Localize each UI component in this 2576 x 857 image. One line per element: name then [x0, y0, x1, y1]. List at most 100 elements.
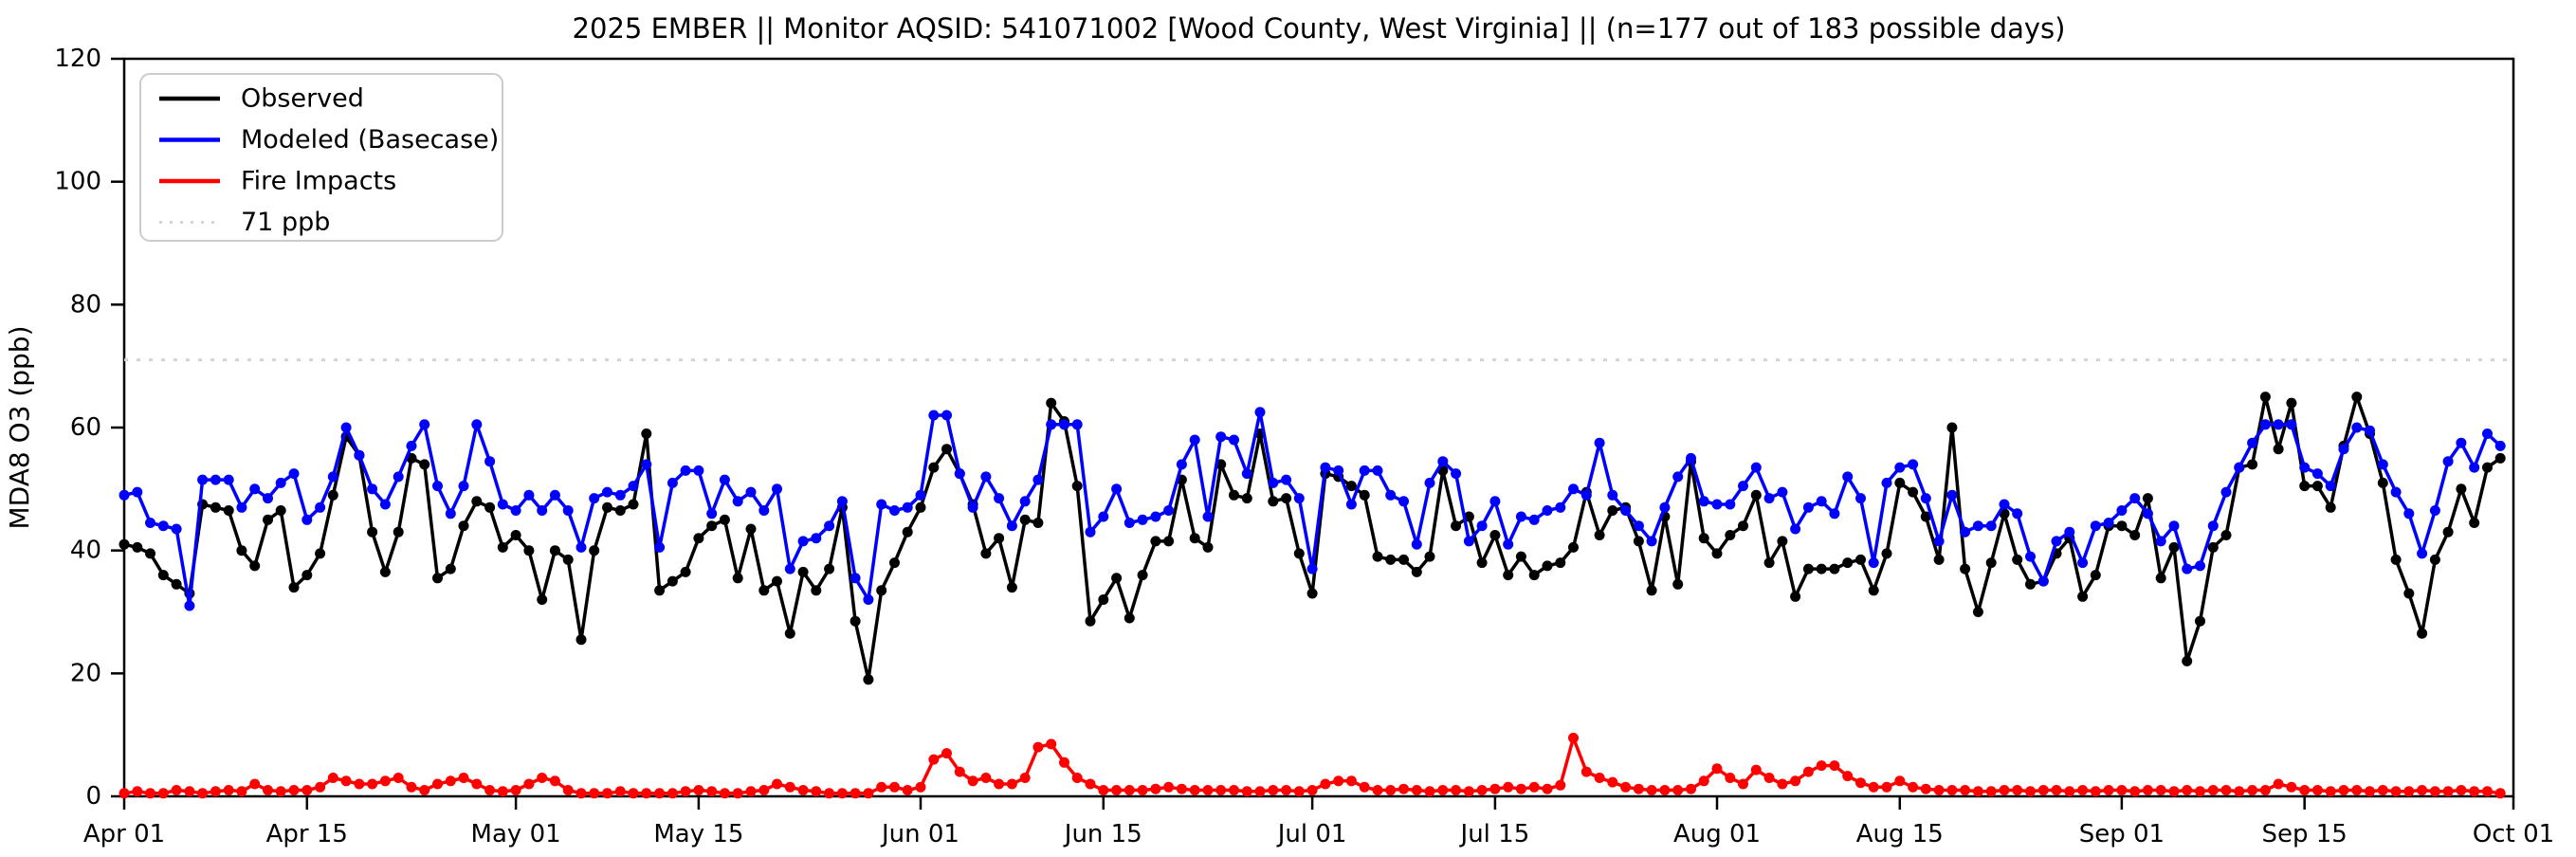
series-fire-impacts-marker — [2377, 785, 2388, 795]
series-fire-impacts-marker — [1763, 773, 1775, 783]
series-fire-impacts-marker — [523, 778, 535, 790]
series-fire-impacts-marker — [1594, 773, 1605, 783]
series-observed-marker — [1725, 530, 1736, 540]
series-modeled-basecase-marker — [1920, 493, 1931, 504]
series-modeled-basecase-marker — [2012, 508, 2023, 520]
series-fire-impacts-marker — [980, 773, 992, 783]
series-fire-impacts-marker — [1802, 766, 1814, 777]
series-modeled-basecase-marker — [589, 493, 600, 504]
series-observed-marker — [1985, 557, 1997, 569]
series-fire-impacts-marker — [2442, 786, 2454, 797]
series-modeled-basecase-marker — [641, 459, 652, 470]
series-modeled-basecase-marker — [1085, 526, 1096, 538]
series-fire-impacts-marker — [1268, 785, 1279, 795]
series-modeled-basecase-marker — [1777, 486, 1788, 498]
legend: Observed Modeled (Basecase) Fire Impacts 71… — [139, 73, 503, 242]
x-tick-label: Sep 15 — [2261, 820, 2347, 848]
series-modeled-basecase-marker — [1946, 489, 1958, 501]
series-fire-impacts-marker — [197, 788, 209, 799]
series-observed-marker — [2299, 481, 2311, 492]
series-modeled-basecase-marker — [811, 533, 822, 544]
series-modeled-basecase-marker — [2442, 456, 2454, 467]
series-fire-impacts-marker — [354, 778, 365, 790]
series-observed-marker — [1189, 533, 1200, 544]
series-modeled-basecase-marker — [863, 594, 874, 605]
series-observed-marker — [2390, 554, 2402, 565]
series-modeled-basecase-marker — [1306, 563, 1318, 574]
series-observed-marker — [1071, 481, 1083, 492]
series-observed-marker — [1711, 548, 1723, 559]
series-modeled-basecase-marker — [458, 481, 469, 492]
series-modeled-basecase-marker — [1829, 508, 1840, 520]
series-fire-impacts-marker — [2286, 781, 2297, 793]
series-modeled-basecase-marker — [2365, 425, 2375, 436]
series-fire-impacts-marker — [1071, 773, 1083, 783]
series-observed-marker — [772, 575, 782, 587]
series-modeled-basecase-marker — [1933, 536, 1945, 547]
series-fire-impacts-marker — [340, 775, 352, 787]
series-observed-marker — [1345, 481, 1357, 492]
series-observed-marker — [1229, 489, 1239, 501]
series-fire-impacts-marker — [836, 788, 848, 799]
series-observed-marker — [2025, 578, 2036, 590]
series-modeled-basecase-marker — [2390, 486, 2402, 498]
series-fire-impacts-marker — [824, 788, 835, 799]
series-modeled-basecase-marker — [1359, 465, 1370, 476]
series-modeled-basecase-marker — [1842, 471, 1854, 483]
series-modeled-basecase-marker — [301, 514, 313, 525]
series-modeled-basecase-marker — [2220, 486, 2232, 498]
series-modeled-basecase-marker — [471, 419, 483, 430]
series-modeled-basecase-marker — [1111, 483, 1123, 495]
series-modeled-basecase-marker — [2207, 520, 2219, 532]
series-fire-impacts-marker — [1972, 786, 1983, 797]
series-modeled-basecase-marker — [2494, 440, 2506, 451]
series-modeled-basecase-marker — [2299, 462, 2311, 473]
series-observed-marker — [1451, 520, 1462, 532]
series-fire-impacts-marker — [2234, 786, 2245, 797]
series-fire-impacts-marker — [797, 785, 809, 795]
series-observed-marker — [301, 570, 313, 581]
x-tick-label: Jul 01 — [1276, 820, 1347, 848]
series-modeled-basecase-marker — [1019, 496, 1031, 507]
series-modeled-basecase-marker — [2247, 437, 2258, 448]
series-modeled-basecase-marker — [654, 541, 666, 553]
series-observed-marker — [484, 501, 496, 513]
series-observed-marker — [915, 501, 926, 513]
series-observed-marker — [1372, 551, 1383, 562]
series-fire-impacts-marker — [1633, 783, 1644, 794]
series-modeled-basecase-marker — [510, 505, 521, 516]
series-fire-impacts-marker — [2403, 786, 2415, 797]
series-observed-marker — [157, 570, 169, 581]
series-modeled-basecase-marker — [1320, 462, 1331, 473]
series-observed-marker — [2482, 462, 2493, 473]
series-fire-impacts-marker — [184, 786, 195, 797]
series-modeled-basecase-marker — [1437, 456, 1449, 467]
series-observed-marker — [1137, 570, 1148, 581]
series-modeled-basecase-marker — [1098, 511, 1109, 522]
series-fire-impacts-marker — [419, 785, 430, 795]
series-modeled-basecase-marker — [980, 471, 992, 483]
series-observed-marker — [1738, 520, 1748, 532]
series-observed-marker — [745, 523, 757, 535]
series-observed-marker — [2168, 541, 2180, 553]
series-fire-impacts-marker — [628, 788, 639, 799]
series-fire-impacts-marker — [1528, 781, 1540, 793]
series-observed-marker — [641, 428, 652, 439]
series-fire-impacts-marker — [445, 775, 456, 787]
series-modeled-basecase-marker — [2429, 505, 2440, 516]
series-fire-impacts-marker — [994, 778, 1005, 790]
series-observed-marker — [523, 545, 535, 556]
series-fire-impacts-marker — [1398, 783, 1409, 794]
series-modeled-basecase-marker — [1620, 505, 1632, 516]
series-observed-marker — [549, 545, 560, 556]
series-modeled-basecase-marker — [1254, 407, 1266, 418]
series-fire-impacts-marker — [1150, 783, 1161, 794]
series-observed-marker — [758, 585, 770, 596]
series-modeled-basecase-marker — [2168, 520, 2180, 532]
series-fire-impacts-marker — [2220, 785, 2232, 795]
series-fire-impacts-marker — [1672, 785, 1684, 795]
series-observed-marker — [2325, 501, 2336, 513]
series-modeled-basecase-marker — [836, 496, 848, 507]
series-modeled-basecase-marker — [2482, 428, 2493, 439]
series-fire-impacts-marker — [497, 786, 508, 797]
